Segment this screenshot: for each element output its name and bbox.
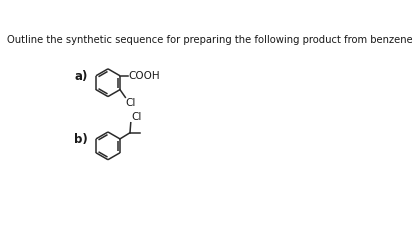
Text: COOH: COOH <box>129 71 160 81</box>
Text: Cl: Cl <box>125 98 136 108</box>
Text: b): b) <box>74 133 88 146</box>
Text: a): a) <box>74 70 87 83</box>
Text: Outline the synthetic sequence for preparing the following product from benzene.: Outline the synthetic sequence for prepa… <box>7 35 412 45</box>
Text: Cl: Cl <box>131 112 142 122</box>
